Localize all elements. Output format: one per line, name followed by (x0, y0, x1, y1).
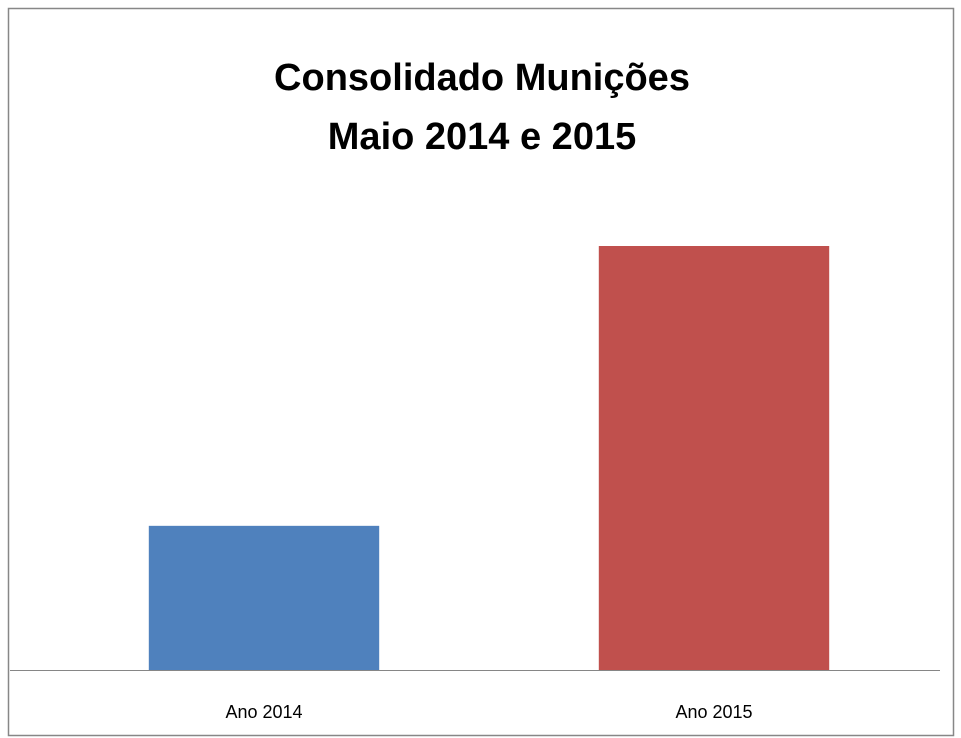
x-tick-label: Ano 2015 (675, 702, 752, 722)
bar (598, 246, 830, 670)
bar (148, 525, 380, 670)
x-tick-label: Ano 2014 (225, 702, 302, 722)
chart-title: Maio 2014 e 2015 (328, 116, 636, 158)
chart-title: Consolidado Munições (274, 57, 690, 99)
